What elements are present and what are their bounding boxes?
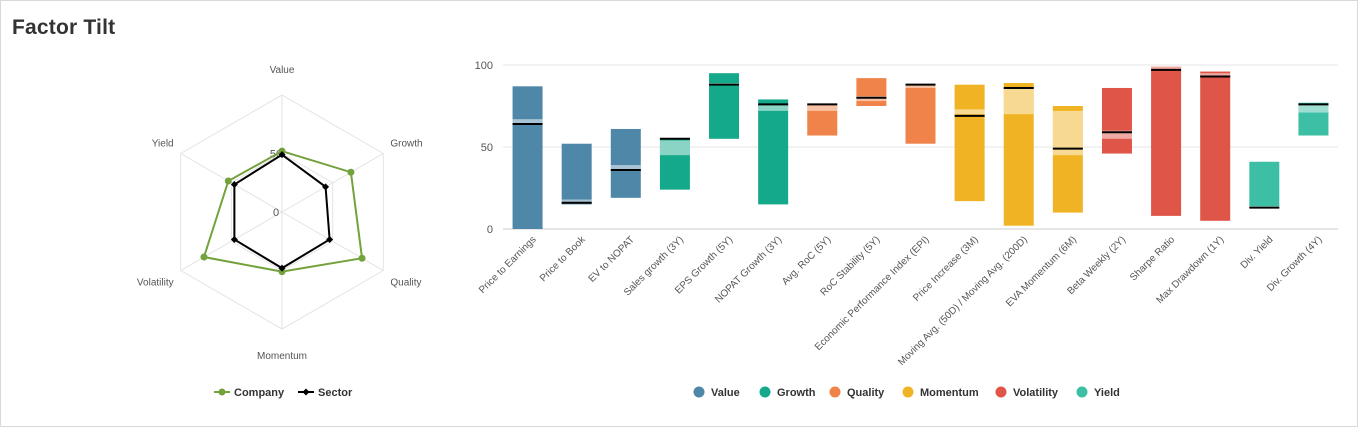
legend-swatch-quality — [829, 386, 841, 398]
radar-spoke — [180, 211, 283, 271]
bar-range — [856, 78, 887, 106]
radar-point-company — [347, 168, 355, 176]
bar-range — [1249, 161, 1280, 208]
radar-axis-label: Quality — [390, 278, 421, 289]
bar-range — [1151, 66, 1182, 216]
bar-range — [1101, 87, 1132, 154]
legend-label-company: Company — [234, 387, 285, 399]
legend-label-quality: Quality — [847, 387, 885, 399]
bar-range — [610, 128, 641, 198]
bar-band — [1200, 73, 1231, 77]
page-title: Factor Tilt — [12, 16, 116, 39]
x-tick-label: Avg. RoC (5Y) — [780, 234, 833, 287]
bar-band — [905, 84, 936, 88]
bar-band — [1151, 66, 1182, 70]
y-tick-label: 50 — [481, 142, 493, 154]
bar-range — [561, 143, 592, 205]
radar-point-company — [224, 177, 232, 185]
radar-axis-label: Yield — [152, 139, 174, 150]
bar-range — [1200, 71, 1231, 221]
radar-axis-label: Volatility — [137, 278, 174, 289]
radar-point-sector — [278, 151, 286, 159]
legend-swatch-value — [693, 386, 705, 398]
bar-range — [954, 84, 985, 202]
x-tick-label: Price to Book — [538, 234, 589, 285]
bar-band — [758, 104, 789, 111]
x-tick-label: Sharpe Ratio — [1128, 234, 1177, 283]
bar-band — [1298, 104, 1329, 113]
legend-swatch-momentum — [902, 386, 914, 398]
legend-label-growth: Growth — [777, 387, 816, 399]
bar-band — [807, 104, 838, 111]
radar-point-company — [200, 253, 208, 261]
radar-point-company — [278, 268, 286, 276]
legend-label-momentum: Momentum — [920, 387, 979, 399]
y-tick-label: 100 — [475, 60, 493, 72]
legend-marker-sector — [302, 388, 310, 396]
bar-range — [905, 84, 936, 144]
bar-band — [512, 119, 543, 125]
legend-swatch-volatility — [995, 386, 1007, 398]
bar-band — [659, 140, 690, 156]
bar-band — [1101, 130, 1132, 139]
radar-point-sector — [230, 181, 238, 189]
bar-band — [561, 199, 592, 203]
radar-axis-label: Value — [270, 65, 295, 76]
legend-marker-company — [218, 388, 226, 396]
radar-axis-label: Growth — [390, 139, 422, 150]
x-tick-label: Div. Yield — [1239, 234, 1276, 271]
bar-band — [954, 109, 985, 115]
radar-spoke — [180, 153, 283, 213]
bar-range — [758, 99, 789, 205]
radar-point-sector — [230, 235, 238, 243]
legend-label-sector: Sector — [318, 387, 353, 399]
x-tick-label: Price to Earnings — [477, 234, 539, 296]
x-tick-label: EV to NOPAT — [587, 234, 637, 284]
bar-range — [512, 86, 543, 229]
radar-point-sector — [326, 235, 334, 243]
legend-swatch-yield — [1076, 386, 1088, 398]
legend-label-value: Value — [711, 387, 740, 399]
radar-point-sector — [278, 264, 286, 272]
radar-point-company — [358, 254, 366, 262]
radar-chart: 500ValueGrowthQualityMomentumVolatilityY… — [137, 65, 423, 399]
radar-spoke — [281, 211, 384, 271]
bar-range — [709, 73, 740, 139]
radar-rlabel: 0 — [273, 207, 279, 219]
radar-axis-label: Momentum — [257, 351, 307, 362]
bar-band — [610, 165, 641, 170]
legend-swatch-growth — [759, 386, 771, 398]
radar-spoke — [281, 153, 384, 213]
radar-point-company — [278, 147, 286, 155]
bar-band — [1003, 87, 1034, 115]
legend-label-volatility: Volatility — [1013, 387, 1059, 399]
radar-point-sector — [322, 183, 330, 191]
y-tick-label: 0 — [487, 224, 493, 236]
legend-label-yield: Yield — [1094, 387, 1120, 399]
